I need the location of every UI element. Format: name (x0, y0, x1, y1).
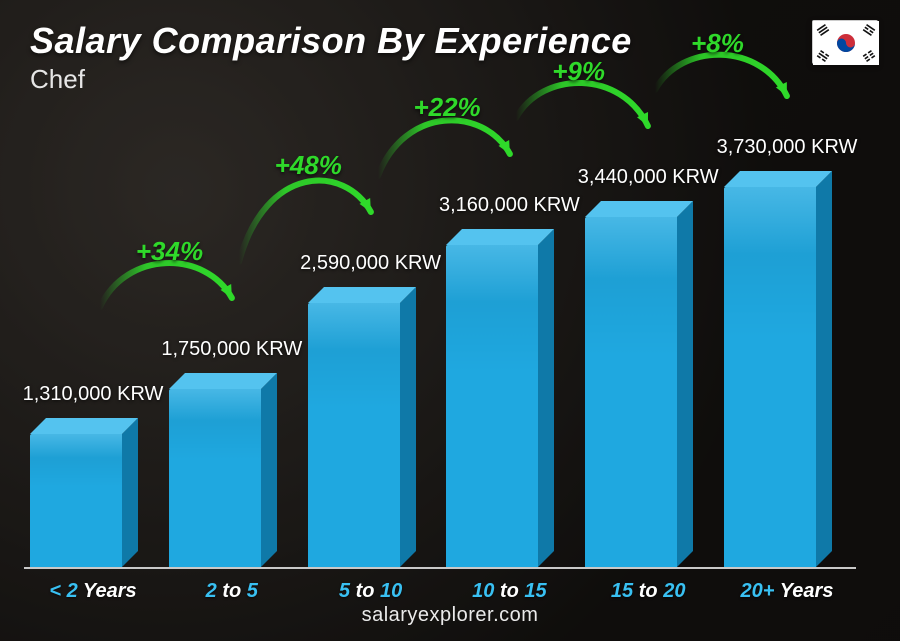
bar-x-label: 20+ Years (741, 580, 834, 603)
bar-value-label: 3,160,000 KRW (439, 194, 580, 217)
bar-front (585, 217, 677, 567)
bar-top (30, 418, 138, 434)
bar-front (446, 245, 538, 567)
bar-front (724, 187, 816, 567)
x-axis-line (24, 567, 856, 569)
bar-side (122, 418, 138, 567)
bar-x-label: 15 to 20 (611, 580, 686, 603)
bar-front (30, 434, 122, 567)
bar-top (169, 373, 277, 389)
page-subtitle: Chef (30, 64, 85, 95)
growth-pct-label: +22% (413, 92, 480, 123)
bar-side (816, 171, 832, 567)
bar-x-label: < 2 Years (49, 580, 136, 603)
footer-attribution: salaryexplorer.com (0, 604, 900, 627)
bar-top (585, 201, 693, 217)
bar (724, 187, 832, 567)
bar (30, 434, 138, 567)
bar-side (400, 287, 416, 567)
bar-top (724, 171, 832, 187)
bar-x-label: 10 to 15 (472, 580, 547, 603)
growth-pct-label: +48% (275, 150, 342, 181)
bar (308, 303, 416, 567)
bar-side (538, 229, 554, 567)
bar-value-label: 3,440,000 KRW (578, 166, 719, 189)
infographic-canvas: Salary Comparison By Experience Chef Ave… (0, 0, 900, 641)
bar (169, 389, 277, 567)
bar-x-label: 5 to 10 (339, 580, 402, 603)
bar-front (308, 303, 400, 567)
bar-x-label: 2 to 5 (206, 580, 258, 603)
bar-value-label: 1,310,000 KRW (23, 383, 164, 406)
bar-value-label: 3,730,000 KRW (717, 136, 858, 159)
bar-value-label: 2,590,000 KRW (300, 252, 441, 275)
bar-slot: 3,160,000 KRW10 to 15 (440, 187, 578, 567)
bar-side (261, 373, 277, 567)
bar-top (308, 287, 416, 303)
growth-pct-label: +34% (136, 236, 203, 267)
growth-pct-label: +8% (691, 28, 744, 59)
bar-front (169, 389, 261, 567)
bar-slot: 3,730,000 KRW20+ Years (718, 187, 856, 567)
south-korea-flag-icon (812, 20, 878, 64)
bar-slot: 2,590,000 KRW5 to 10 (302, 187, 440, 567)
page-title: Salary Comparison By Experience (30, 20, 632, 62)
bar-slot: 3,440,000 KRW15 to 20 (579, 187, 717, 567)
bar (585, 217, 693, 567)
bar-side (677, 201, 693, 567)
bar-chart: 1,310,000 KRW< 2 Years1,750,000 KRW2 to … (24, 118, 856, 567)
growth-pct-label: +9% (552, 56, 605, 87)
bar (446, 245, 554, 567)
bar-value-label: 1,750,000 KRW (161, 338, 302, 361)
bar-top (446, 229, 554, 245)
